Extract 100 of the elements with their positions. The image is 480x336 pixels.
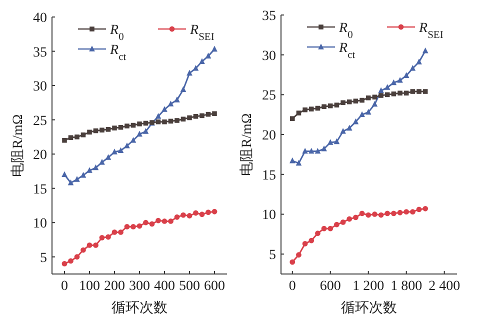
point bbox=[397, 76, 403, 83]
point bbox=[86, 242, 92, 248]
point bbox=[112, 229, 118, 235]
point bbox=[378, 87, 384, 94]
point bbox=[80, 247, 86, 253]
point bbox=[404, 90, 409, 96]
point bbox=[118, 229, 124, 235]
point bbox=[106, 126, 111, 132]
x-tick-label: 600 bbox=[320, 279, 341, 294]
x-tick-label: 1 800 bbox=[390, 279, 422, 294]
y-tick-label: 35 bbox=[262, 9, 276, 24]
y-tick-label: 30 bbox=[33, 80, 47, 95]
point bbox=[180, 212, 186, 218]
point bbox=[334, 102, 340, 108]
point bbox=[155, 112, 162, 119]
point bbox=[422, 89, 428, 94]
point bbox=[180, 116, 186, 122]
point bbox=[410, 64, 416, 71]
point bbox=[378, 93, 384, 98]
point bbox=[124, 224, 130, 230]
point bbox=[352, 118, 359, 124]
point bbox=[328, 103, 333, 108]
x-tick-label: 0 bbox=[288, 279, 296, 294]
point bbox=[62, 171, 68, 178]
x-tick-label: 600 bbox=[204, 279, 225, 294]
point bbox=[346, 124, 352, 131]
point bbox=[212, 208, 218, 214]
point bbox=[397, 210, 403, 216]
point bbox=[302, 107, 308, 112]
y-axis-title: 电阻R/mΩ bbox=[10, 114, 26, 177]
point bbox=[100, 128, 104, 132]
y-tick-label: 35 bbox=[33, 45, 47, 60]
point bbox=[156, 119, 161, 124]
point bbox=[168, 218, 174, 224]
point bbox=[142, 128, 149, 134]
x-tick-label: 500 bbox=[179, 279, 200, 294]
point bbox=[404, 209, 410, 215]
point bbox=[340, 128, 346, 134]
point bbox=[212, 111, 217, 116]
point bbox=[315, 230, 320, 236]
point bbox=[136, 130, 142, 137]
point bbox=[68, 179, 74, 186]
y-tick-label: 30 bbox=[262, 48, 276, 64]
point bbox=[193, 210, 198, 216]
point bbox=[360, 98, 364, 103]
point bbox=[130, 224, 136, 230]
point bbox=[93, 242, 98, 248]
point bbox=[416, 206, 422, 212]
legend-label: R$_{0}$ bbox=[338, 21, 353, 40]
point bbox=[174, 96, 180, 102]
x-tick-label: 1 200 bbox=[352, 279, 384, 294]
point bbox=[99, 158, 105, 165]
legend-label: R$_{ct}$ bbox=[338, 41, 356, 60]
point bbox=[366, 95, 371, 100]
point bbox=[200, 113, 204, 118]
point bbox=[99, 234, 105, 240]
point bbox=[290, 116, 295, 121]
point bbox=[416, 89, 422, 94]
point bbox=[193, 114, 198, 119]
point bbox=[199, 58, 205, 64]
point bbox=[174, 118, 180, 123]
point bbox=[416, 58, 422, 64]
legend-label: R$_{0}$ bbox=[109, 23, 124, 42]
x-tick-label: 200 bbox=[104, 279, 125, 294]
point bbox=[334, 138, 340, 144]
point bbox=[422, 206, 428, 212]
point bbox=[410, 89, 416, 94]
point bbox=[68, 258, 74, 264]
point bbox=[86, 167, 92, 173]
point bbox=[62, 261, 68, 266]
y-tick-label: 15 bbox=[262, 168, 276, 184]
point bbox=[384, 210, 390, 216]
point bbox=[112, 148, 118, 154]
point bbox=[289, 157, 296, 164]
point bbox=[314, 148, 321, 154]
point bbox=[136, 223, 142, 229]
point bbox=[143, 220, 148, 226]
point bbox=[162, 106, 168, 112]
x-tick-label: 0 bbox=[61, 279, 68, 294]
x-tick-label: 100 bbox=[79, 279, 100, 294]
point bbox=[308, 238, 314, 244]
point bbox=[162, 119, 167, 124]
point bbox=[124, 124, 130, 128]
point bbox=[340, 100, 346, 106]
point bbox=[296, 110, 302, 116]
x-axis-title: 循环次数 bbox=[112, 300, 168, 316]
point bbox=[328, 226, 334, 232]
point bbox=[174, 214, 180, 220]
legend-label: R$_{SEI}$ bbox=[418, 21, 444, 40]
point bbox=[390, 210, 396, 216]
point bbox=[156, 218, 161, 224]
point bbox=[87, 130, 92, 135]
y-tick-label: 10 bbox=[33, 216, 47, 232]
point bbox=[302, 241, 308, 246]
point bbox=[308, 148, 314, 154]
x-tick-label: 400 bbox=[154, 279, 175, 294]
point bbox=[206, 210, 211, 216]
x-tick-label: 300 bbox=[129, 279, 150, 294]
point bbox=[346, 99, 352, 104]
point bbox=[168, 100, 174, 106]
